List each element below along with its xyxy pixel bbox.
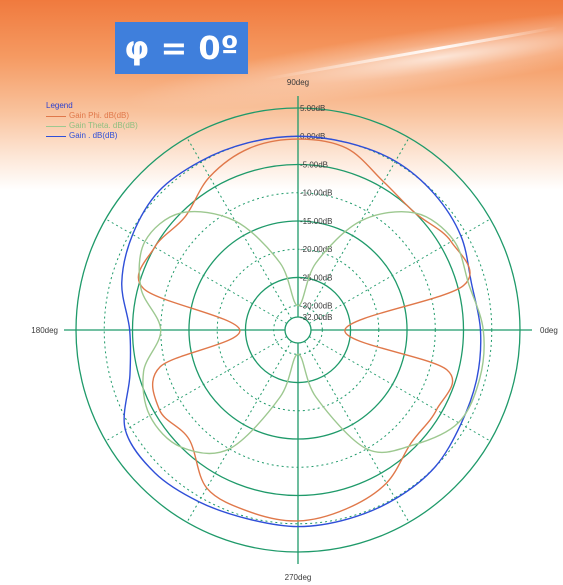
angle-tick-label-0: 0deg — [540, 326, 558, 335]
grid-spoke — [186, 137, 292, 319]
radial-tick-label: -25.00dB — [300, 273, 332, 282]
legend-label-gain-theta: Gain Theta. dB(dB) — [69, 121, 138, 130]
legend-label-gain-phi: Gain Phi. dB(dB) — [69, 111, 130, 120]
series-line-0 — [121, 135, 482, 528]
phi-angle-title: φ = 0º — [115, 22, 248, 74]
grid-spoke — [304, 341, 410, 523]
radial-tick-label: -30.00dB — [300, 302, 332, 311]
radial-tick-label: -20.00dB — [300, 245, 332, 254]
angle-tick-label-90: 90deg — [287, 78, 309, 87]
grid-spoke — [186, 341, 292, 523]
legend-swatch-gain-phi — [46, 115, 66, 117]
legend-entry-gain-phi: Gain Phi. dB(dB) — [46, 111, 138, 121]
legend: Legend Gain Phi. dB(dB) Gain Theta. dB(d… — [46, 101, 138, 141]
series-line-2 — [138, 210, 485, 455]
grid-spoke — [309, 336, 491, 442]
series-line-1 — [137, 138, 471, 522]
radial-tick-label: -5.00dB — [300, 160, 328, 169]
radial-tick-label: -10.00dB — [300, 189, 332, 198]
legend-swatch-gain-total — [46, 135, 66, 137]
legend-label-gain-total: Gain . dB(dB) — [69, 131, 118, 140]
header-background — [0, 0, 563, 190]
polar-grid — [64, 96, 532, 564]
radial-tick-label: -15.00dB — [300, 217, 332, 226]
radial-tick-label: -32.00dB — [300, 313, 332, 322]
series-curves — [121, 135, 485, 528]
radial-tick-label: 5.00dB — [300, 104, 325, 113]
angle-tick-label-180: 180deg — [31, 326, 58, 335]
legend-entry-gain-total: Gain . dB(dB) — [46, 131, 138, 141]
angle-tick-label-270: 270deg — [285, 573, 312, 582]
legend-entry-gain-theta: Gain Theta. dB(dB) — [46, 121, 138, 131]
legend-title: Legend — [46, 101, 73, 110]
legend-swatch-gain-theta — [46, 125, 66, 127]
angle-tick-labels: 0deg 90deg 180deg 270deg — [31, 78, 558, 582]
